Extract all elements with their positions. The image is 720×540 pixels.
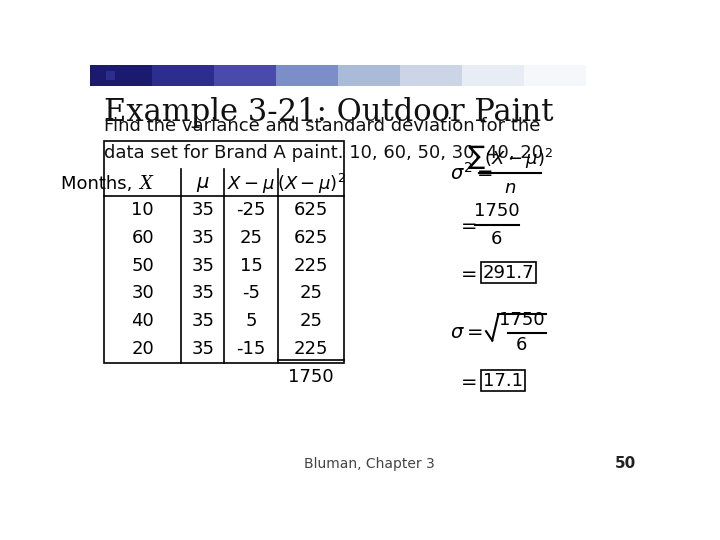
Text: 40: 40 <box>131 312 154 330</box>
Text: $=$: $=$ <box>456 371 477 390</box>
Text: 15: 15 <box>240 256 263 275</box>
Text: 25: 25 <box>300 312 323 330</box>
Text: 17.1: 17.1 <box>483 372 523 389</box>
Text: 6: 6 <box>491 230 503 248</box>
Bar <box>90 70 104 84</box>
Text: $\sigma^2 =$: $\sigma^2 =$ <box>451 161 493 184</box>
Text: 625: 625 <box>294 229 328 247</box>
Text: $\sigma =$: $\sigma =$ <box>451 323 483 342</box>
Bar <box>104 141 344 363</box>
Bar <box>482 262 536 284</box>
Text: $=$: $=$ <box>456 215 477 234</box>
Text: 35: 35 <box>192 229 215 247</box>
Text: $(X - \mu)^2$: $(X - \mu)^2$ <box>276 172 346 196</box>
Text: $n$: $n$ <box>504 179 516 197</box>
Bar <box>90 65 153 86</box>
Bar <box>276 65 339 86</box>
Text: Example 3-21: Outdoor Paint: Example 3-21: Outdoor Paint <box>104 97 554 128</box>
Text: 30: 30 <box>131 285 154 302</box>
Text: Bluman, Chapter 3: Bluman, Chapter 3 <box>304 457 434 471</box>
Bar <box>400 65 463 86</box>
Text: 225: 225 <box>294 256 328 275</box>
Text: -25: -25 <box>236 201 266 219</box>
Text: $\mu$: $\mu$ <box>196 174 210 194</box>
Bar <box>524 65 587 86</box>
Text: $\sum(X-\mu)^2$: $\sum(X-\mu)^2$ <box>467 143 553 171</box>
Bar <box>214 65 276 86</box>
Text: 5: 5 <box>246 312 257 330</box>
Text: 6: 6 <box>516 336 527 354</box>
Text: 50: 50 <box>131 256 154 275</box>
Text: Find the variance and standard deviation for the
data set for Brand A paint. 10,: Find the variance and standard deviation… <box>104 117 543 161</box>
Text: 60: 60 <box>131 229 154 247</box>
Bar <box>482 370 525 392</box>
Text: 10: 10 <box>131 201 154 219</box>
Text: Months,: Months, <box>61 175 138 193</box>
Text: 35: 35 <box>192 312 215 330</box>
Text: 35: 35 <box>192 256 215 275</box>
Text: 35: 35 <box>192 285 215 302</box>
Text: -5: -5 <box>242 285 260 302</box>
Text: $=$: $=$ <box>456 263 477 282</box>
Text: 35: 35 <box>192 340 215 358</box>
Text: 225: 225 <box>294 340 328 358</box>
Text: 291.7: 291.7 <box>482 264 534 282</box>
Text: 1750: 1750 <box>474 202 520 220</box>
Text: 1750: 1750 <box>289 368 334 386</box>
Bar <box>106 71 114 80</box>
Bar <box>152 65 215 86</box>
Text: $X - \mu$: $X - \mu$ <box>228 174 275 194</box>
Text: 35: 35 <box>192 201 215 219</box>
Text: X: X <box>139 175 152 193</box>
Text: 20: 20 <box>131 340 154 358</box>
Bar <box>462 65 525 86</box>
Text: 1750: 1750 <box>499 312 544 329</box>
Bar <box>338 65 401 86</box>
Text: 625: 625 <box>294 201 328 219</box>
Text: -15: -15 <box>236 340 266 358</box>
Bar <box>586 65 649 86</box>
Text: 25: 25 <box>300 285 323 302</box>
Text: 25: 25 <box>240 229 263 247</box>
Text: 50: 50 <box>615 456 636 471</box>
